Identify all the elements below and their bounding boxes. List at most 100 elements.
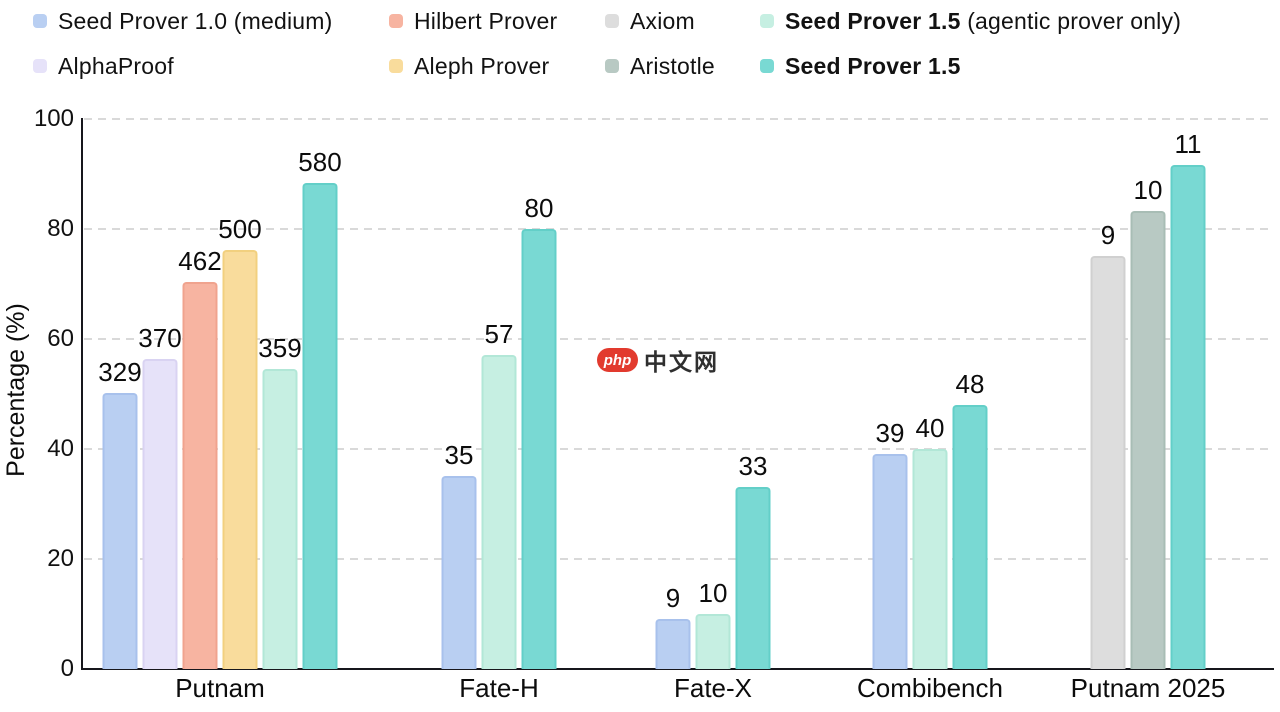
bar-aleph	[222, 250, 258, 669]
x-tick-label: Fate-H	[459, 673, 539, 703]
y-tick-label: 100	[33, 105, 74, 132]
legend-swatch-icon	[760, 14, 774, 28]
bar-slot: 57	[481, 319, 517, 669]
legend-label-bold: Seed Prover 1.5	[785, 7, 961, 34]
bar-value-label: 370	[138, 323, 182, 353]
legend-swatch-icon	[389, 14, 403, 28]
legend-item: Aleph Prover	[389, 52, 549, 80]
legend-item-label: Hilbert Prover	[414, 7, 558, 34]
bar-seed10	[102, 393, 138, 669]
legend-item: Aristotle	[605, 52, 715, 80]
legend-item: Seed Prover 1.5	[760, 52, 961, 80]
bar-slot: 40	[912, 413, 948, 669]
bar-seed15agentic	[695, 614, 731, 669]
bar-seed15agentic	[262, 369, 298, 669]
gridline	[84, 228, 1274, 230]
bar-slot: 35	[441, 440, 477, 669]
legend-swatch-icon	[605, 59, 619, 73]
bar-value-label: 500	[218, 214, 262, 244]
bar-value-label: 39	[875, 418, 905, 448]
gridline	[84, 338, 1274, 340]
x-tick-label: Putnam	[175, 673, 265, 703]
gridline	[84, 448, 1274, 450]
bar-value-label: 80	[524, 193, 554, 223]
bar-seed15agentic	[912, 449, 948, 669]
bar-slot: 580	[298, 147, 342, 669]
gridline	[84, 558, 1274, 560]
bar-group: 35 57 80	[441, 193, 557, 669]
bar-slot: 359	[258, 333, 302, 669]
bar-value-label: 9	[665, 583, 681, 613]
bar-value-label: 33	[738, 451, 768, 481]
legend-swatch-icon	[605, 14, 619, 28]
x-tick-label: Fate-X	[673, 673, 753, 703]
bar-seed15	[302, 183, 338, 669]
y-tick-label: 20	[47, 545, 74, 572]
legend-item-label: Seed Prover 1.5	[785, 53, 961, 80]
y-axis-title: Percentage (%)	[2, 303, 30, 477]
gridline	[84, 118, 1274, 120]
legend-item: Axiom	[605, 7, 695, 35]
legend-item-label: Seed Prover 1.5 (agentic prover only)	[785, 7, 1182, 34]
bar-slot: 80	[521, 193, 557, 669]
bar-seed15	[521, 229, 557, 669]
bar-value-label: 10	[1133, 175, 1163, 205]
bar-slot: 10	[1130, 175, 1166, 669]
bar-slot: 10	[695, 578, 731, 669]
bar-value-label: 580	[298, 147, 342, 177]
bar-slot: 329	[98, 357, 142, 669]
bar-seed10	[441, 476, 477, 669]
bar-seed15	[735, 487, 771, 669]
bar-alphaproof	[142, 359, 178, 669]
bar-seed10	[655, 619, 691, 669]
bar-slot: 33	[735, 451, 771, 669]
bar-slot: 11	[1170, 129, 1206, 669]
bar-seed10	[872, 454, 908, 669]
legend-item-label: AlphaProof	[58, 52, 174, 79]
legend-item-label: Aristotle	[630, 52, 715, 79]
bar-value-label: 35	[444, 440, 474, 470]
x-axis-line	[81, 668, 1274, 670]
bar-value-label: 57	[484, 319, 514, 349]
bar-value-label: 40	[915, 413, 945, 443]
bar-group: 39 40 48	[872, 369, 988, 669]
bar-value-label: 48	[955, 369, 985, 399]
x-tick-label: Putnam 2025	[1070, 673, 1226, 703]
bar-seed15agentic	[481, 355, 517, 669]
bar-group: 9 10 33	[655, 451, 771, 669]
bar-value-label: 9	[1100, 220, 1116, 250]
bar-seed15	[952, 405, 988, 669]
bar-group: 9 10 11	[1090, 129, 1206, 669]
bar-group: 329 370 462 500 359 580	[98, 147, 342, 669]
legend-item: Hilbert Prover	[389, 7, 557, 35]
legend-item-label: Seed Prover 1.0 (medium)	[58, 7, 333, 34]
bar-value-label: 359	[258, 333, 302, 363]
bar-slot: 48	[952, 369, 988, 669]
bar-aristotle	[1130, 211, 1166, 669]
y-tick-label: 80	[47, 215, 74, 242]
bar-slot: 500	[218, 214, 262, 669]
bar-slot: 370	[138, 323, 182, 669]
php-logo-icon: php	[597, 348, 638, 372]
legend-item-label: Axiom	[630, 7, 695, 34]
legend-swatch-icon	[389, 59, 403, 73]
watermark: php 中文网	[597, 343, 719, 377]
legend-swatch-icon	[760, 59, 774, 73]
y-tick-label: 0	[60, 655, 74, 682]
watermark-text: 中文网	[644, 349, 719, 375]
x-tick-label: Combibench	[857, 673, 1003, 703]
legend-item: Seed Prover 1.5 (agentic prover only)	[760, 7, 1181, 35]
bar-slot: 462	[178, 246, 222, 669]
bar-slot: 9	[1090, 220, 1126, 669]
bar-slot: 9	[655, 583, 691, 669]
bar-seed15	[1170, 165, 1206, 669]
legend-item: AlphaProof	[33, 52, 174, 80]
bar-value-label: 462	[178, 246, 222, 276]
bar-hilbert	[182, 282, 218, 669]
legend-item-label: Aleph Prover	[414, 52, 550, 79]
bar-value-label: 11	[1174, 129, 1202, 159]
legend-label-bold: Seed Prover 1.5	[785, 52, 961, 79]
y-axis-line	[81, 118, 83, 670]
bar-axiom	[1090, 256, 1126, 669]
